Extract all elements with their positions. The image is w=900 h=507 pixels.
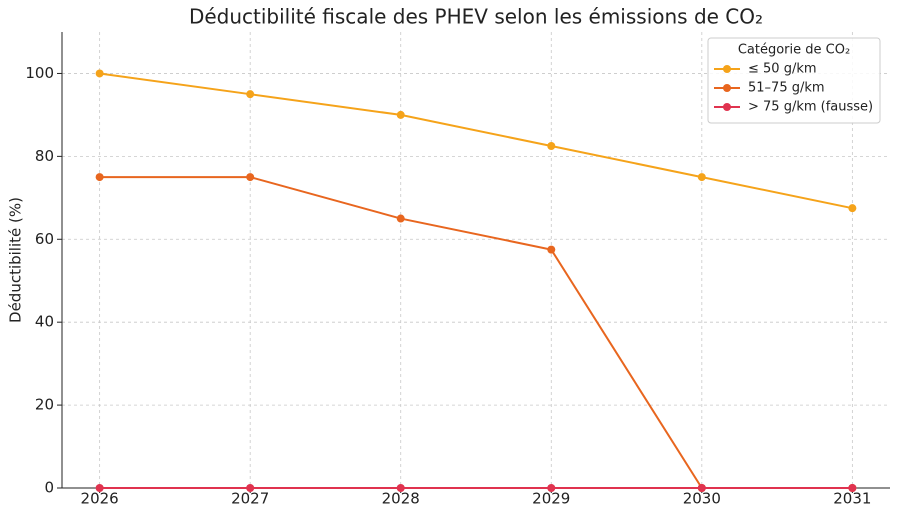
y-tick-label: 20 <box>35 396 54 414</box>
data-point <box>95 173 104 182</box>
data-point <box>396 110 405 119</box>
x-tick-label: 2028 <box>382 490 420 507</box>
y-tick-label: 80 <box>35 147 54 165</box>
legend-title: Catégorie de CO₂ <box>738 43 850 58</box>
data-point <box>848 204 857 213</box>
data-point <box>396 484 405 492</box>
legend-label: ≤ 50 g/km <box>748 62 817 77</box>
y-tick-label: 40 <box>35 313 54 331</box>
series-line <box>99 72 853 210</box>
data-point <box>95 69 104 78</box>
data-point <box>848 484 857 492</box>
legend-label: 51–75 g/km <box>748 81 825 96</box>
y-tick-label: 60 <box>35 230 54 248</box>
y-tick-label: 100 <box>25 64 54 82</box>
data-point <box>547 245 556 254</box>
data-point <box>246 173 255 182</box>
x-tick-label: 2031 <box>833 490 871 507</box>
x-tick-label: 2030 <box>683 490 721 507</box>
data-point <box>697 484 706 492</box>
y-axis-label: Déductibilité (%) <box>7 197 25 323</box>
legend-marker <box>723 103 731 111</box>
chart-title: Déductibilité fiscale des PHEV selon les… <box>189 5 763 29</box>
legend-label: > 75 g/km (fausse) <box>748 100 873 115</box>
legend-marker <box>723 65 731 73</box>
data-point <box>396 214 405 223</box>
data-point <box>246 484 255 492</box>
data-point <box>95 484 104 492</box>
data-point <box>547 484 556 492</box>
x-tick-label: 2026 <box>81 490 119 507</box>
legend-marker <box>723 84 731 92</box>
x-tick-label: 2029 <box>532 490 570 507</box>
data-point <box>697 173 706 182</box>
x-tick-label: 2027 <box>231 490 269 507</box>
data-point <box>246 90 255 99</box>
y-tick-label: 0 <box>44 479 54 497</box>
data-point <box>547 142 556 150</box>
legend-box <box>707 37 881 124</box>
